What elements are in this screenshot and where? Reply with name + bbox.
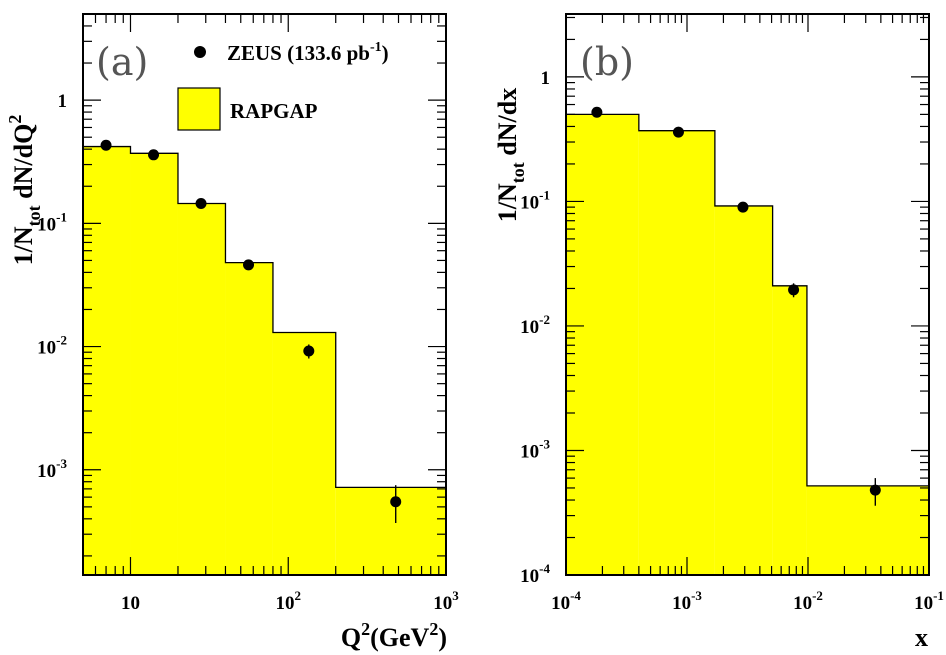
panel-a: 10 102 103 1 10-1 10-2 10-3 (a) ZEUS (133.6 pb… bbox=[5, 13, 459, 652]
a-ytick-label-1: 10-1 bbox=[37, 209, 67, 235]
panel-b-histogram bbox=[566, 113, 929, 576]
a-xtick-label-1: 102 bbox=[275, 588, 301, 614]
b-xtick-label-2: 10-2 bbox=[793, 588, 823, 614]
b-data-point-2 bbox=[737, 201, 749, 213]
a-hist-bin-1 bbox=[130, 153, 178, 575]
a-ytick-label-0: 1 bbox=[58, 91, 68, 112]
a-ytick-label-3: 10-3 bbox=[37, 456, 67, 482]
panel-b-tick-labels: 10-4 10-3 10-2 10-1 1 10-1 10-2 10-3 10-4 bbox=[520, 68, 944, 614]
a-hist-outline bbox=[83, 145, 446, 489]
b-data-point-1 bbox=[672, 126, 684, 138]
b-hist-bin-2 bbox=[714, 205, 773, 575]
b-marker-3 bbox=[788, 284, 800, 296]
panel-b-ylabel: 1/Ntot dN/dx bbox=[493, 88, 528, 222]
a-data-point-3 bbox=[243, 259, 255, 271]
b-ytick-label-4: 10-4 bbox=[520, 561, 550, 587]
b-ytick-label-3: 10-3 bbox=[520, 436, 550, 462]
panel-a-tag: (a) bbox=[96, 40, 148, 84]
legend-mc-label: RAPGAP bbox=[230, 99, 318, 123]
b-marker-1 bbox=[672, 126, 684, 138]
b-marker-4 bbox=[869, 484, 881, 496]
a-xtick-label-0: 10 bbox=[121, 593, 140, 614]
a-hist-bin-3 bbox=[225, 262, 273, 575]
b-data-point-3 bbox=[788, 283, 800, 298]
b-xtick-label-3: 10-1 bbox=[914, 588, 944, 614]
panel-a-xlabel: Q2(GeV2) bbox=[341, 619, 447, 652]
b-marker-0 bbox=[591, 106, 603, 118]
a-data-point-2 bbox=[195, 197, 207, 209]
a-data-point-5 bbox=[390, 485, 402, 523]
a-marker-1 bbox=[148, 149, 160, 161]
panel-a-tick-labels: 10 102 103 1 10-1 10-2 10-3 bbox=[37, 91, 459, 614]
panel-b-xlabel: x bbox=[915, 623, 928, 652]
b-xtick-label-0: 10-4 bbox=[551, 588, 581, 614]
a-marker-5 bbox=[390, 496, 402, 508]
b-ytick-label-2: 10-2 bbox=[520, 312, 550, 338]
a-marker-4 bbox=[303, 345, 315, 357]
b-marker-2 bbox=[737, 201, 749, 213]
legend-mc-swatch bbox=[177, 87, 221, 131]
a-marker-0 bbox=[100, 139, 112, 151]
legend-data-label: ZEUS (133.6 pb-1) bbox=[227, 40, 389, 65]
a-xtick-label-2: 103 bbox=[433, 588, 459, 614]
b-data-point-4 bbox=[869, 478, 881, 506]
panel-a-frame bbox=[82, 13, 447, 576]
a-hist-bin-2 bbox=[177, 203, 226, 575]
b-ytick-label-1: 10-1 bbox=[520, 187, 550, 213]
a-ytick-label-2: 10-2 bbox=[37, 333, 67, 359]
a-marker-2 bbox=[195, 197, 207, 209]
b-xtick-label-1: 10-3 bbox=[672, 588, 702, 614]
panel-a-ylabel: 1/Ntot dN/dQ2 bbox=[5, 115, 44, 266]
a-data-point-0 bbox=[100, 139, 112, 151]
panel-a-legend: ZEUS (133.6 pb-1) RAPGAP bbox=[177, 40, 389, 131]
a-marker-3 bbox=[243, 259, 255, 271]
a-data-point-1 bbox=[148, 149, 160, 161]
panel-b-data-points bbox=[591, 106, 881, 506]
panel-a-data-points bbox=[100, 139, 402, 523]
b-ytick-label-0: 1 bbox=[541, 68, 551, 89]
panel-b: 10-4 10-3 10-2 10-1 1 10-1 10-2 10-3 10-4 (b) 1/… bbox=[493, 13, 944, 652]
b-data-point-0 bbox=[591, 106, 603, 118]
legend-data-marker bbox=[194, 46, 206, 58]
b-hist-bin-1 bbox=[638, 130, 715, 576]
panel-b-frame bbox=[565, 13, 930, 576]
b-hist-bin-3 bbox=[772, 285, 807, 575]
panel-a-histogram bbox=[83, 145, 446, 575]
a-hist-bin-0 bbox=[83, 146, 131, 575]
b-hist-bin-4 bbox=[806, 485, 929, 575]
a-data-point-4 bbox=[303, 344, 315, 359]
a-hist-bin-4 bbox=[272, 332, 336, 575]
b-hist-bin-0 bbox=[566, 114, 639, 575]
panel-b-tag: (b) bbox=[580, 40, 634, 84]
